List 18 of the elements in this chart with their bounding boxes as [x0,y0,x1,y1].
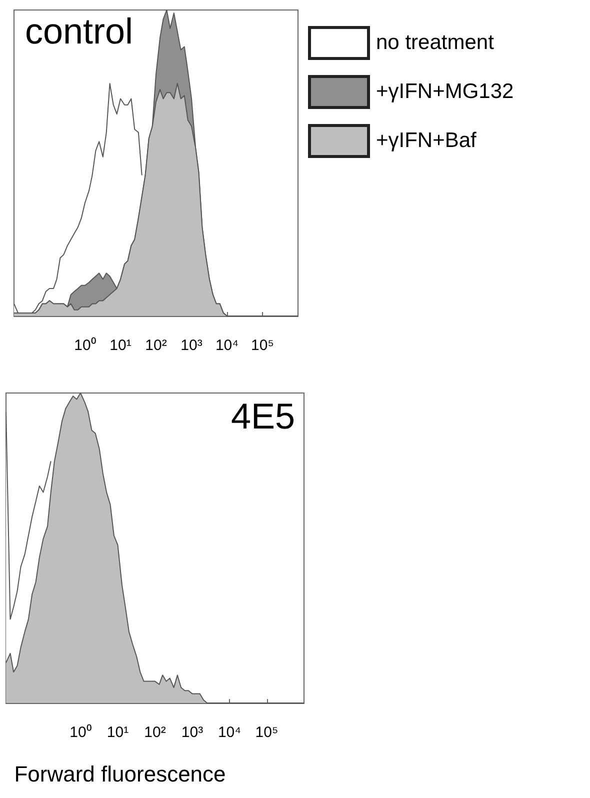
legend-label: +γIFN+MG132 [376,80,514,104]
text: no treatment [376,30,494,54]
x-tick-label: 10³ [180,337,202,354]
x-tick-label: 10⁴ [215,337,239,354]
x-axis-title: Forward fluorescence [14,762,226,786]
x-tick-label: 10² [145,337,167,354]
x-tick-label: 10⁰ [74,337,96,354]
x-tick-label: 10⁵ [251,337,274,354]
x-tick-label: 10¹ [106,724,129,741]
x-tick-label: 10² [144,724,166,741]
chart-title: control [25,10,134,52]
x-tick-label: 10⁰ [70,724,92,741]
x-tick-label: 10⁴ [218,724,242,741]
x-tick-label: 10¹ [110,337,132,354]
x-tick-label: 10⁵ [255,724,278,741]
chart-title: 4E5 [230,396,296,436]
legend-label: +γIFN+Baf [376,128,476,152]
x-tick-label: 10³ [181,724,204,741]
